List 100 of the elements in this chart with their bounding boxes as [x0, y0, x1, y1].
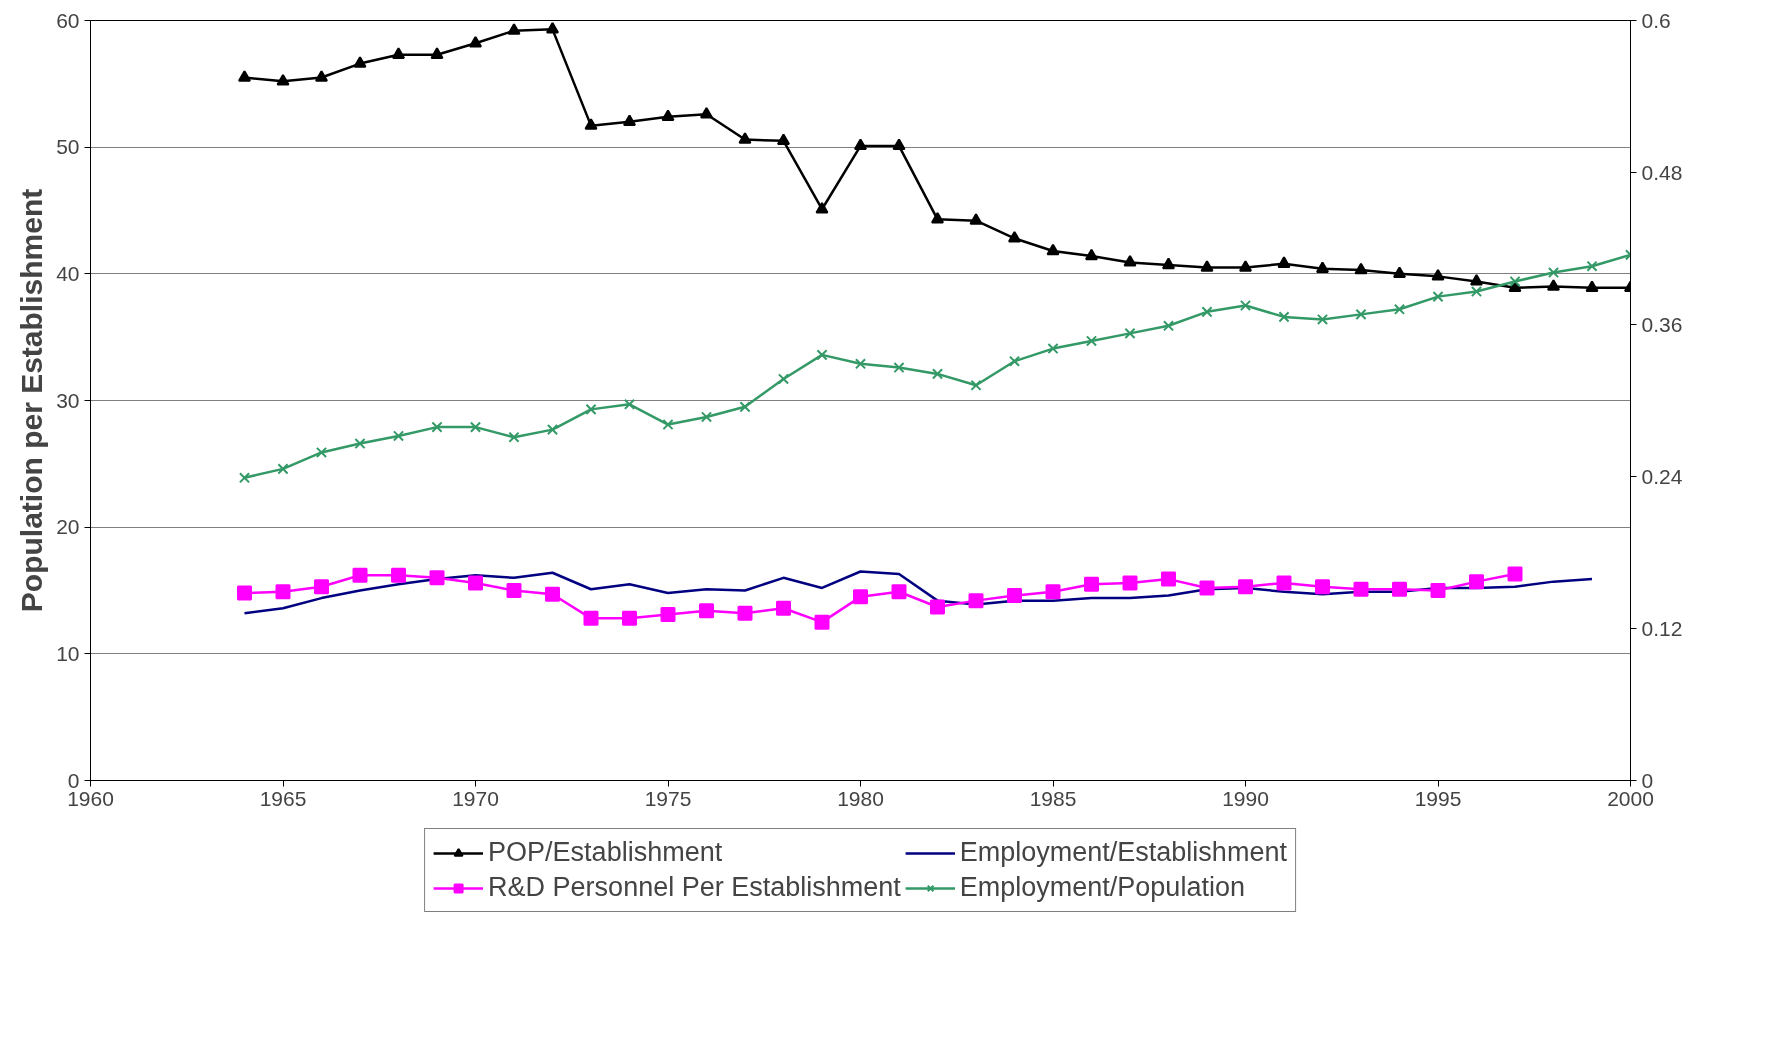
point	[469, 421, 482, 433]
point	[853, 589, 868, 605]
point	[1238, 579, 1253, 595]
point	[931, 212, 944, 224]
point	[854, 358, 867, 370]
point	[777, 133, 790, 146]
point	[1315, 579, 1330, 595]
point	[1316, 313, 1329, 326]
point	[700, 106, 713, 119]
point	[1278, 311, 1290, 323]
point	[1124, 327, 1136, 339]
point	[1509, 275, 1521, 288]
point	[584, 118, 598, 130]
point	[315, 70, 328, 82]
x-tick-label: 1970	[452, 786, 499, 810]
point	[237, 585, 252, 601]
legend-label: Employment/Establishment	[959, 837, 1287, 868]
point	[1047, 342, 1059, 355]
point	[1239, 260, 1252, 272]
point	[1470, 274, 1483, 286]
point	[1162, 320, 1175, 332]
point	[1085, 248, 1098, 261]
x-tick-label: 1995	[1414, 786, 1462, 810]
y2-tick-label: 0.24	[1641, 464, 1683, 488]
point	[392, 430, 405, 442]
point	[814, 614, 830, 630]
y-tick-label: 20	[56, 515, 80, 539]
point	[893, 361, 905, 374]
point	[352, 567, 368, 583]
point	[891, 584, 907, 600]
point	[1353, 581, 1369, 597]
y-axis-title: Population per Establishment	[15, 188, 49, 613]
point	[660, 607, 676, 623]
point	[238, 472, 251, 484]
x-tick-label: 1975	[644, 786, 692, 810]
point	[429, 570, 445, 586]
point	[468, 575, 483, 591]
point	[1469, 574, 1484, 590]
point	[1161, 571, 1176, 587]
point	[623, 114, 636, 127]
x-tick-label: 1985	[1029, 786, 1077, 810]
x-tick-label: 1965	[259, 786, 307, 810]
x-tick-label: 1980	[837, 786, 884, 810]
point	[469, 35, 482, 48]
point	[1431, 269, 1445, 281]
y2-tick-label: 0.6	[1641, 8, 1671, 32]
point	[1392, 581, 1407, 597]
y2-tick-label: 0.12	[1641, 616, 1683, 640]
point	[353, 56, 367, 68]
legend-label: POP/Establishment	[488, 837, 723, 868]
point	[700, 411, 713, 423]
point	[1277, 256, 1291, 268]
point	[931, 368, 944, 380]
y2-tick-label: 0.36	[1641, 312, 1683, 336]
point	[737, 605, 753, 621]
point	[275, 584, 291, 600]
point	[854, 138, 867, 151]
point	[1200, 260, 1214, 272]
point	[354, 437, 366, 450]
point	[738, 132, 752, 144]
point	[1239, 299, 1252, 312]
point	[662, 418, 674, 431]
point	[1276, 575, 1292, 591]
point	[1585, 280, 1599, 292]
y-tick-label: 10	[56, 641, 80, 665]
y-tick-label: 0	[67, 768, 80, 792]
point	[968, 593, 984, 609]
y2-tick-label: 0	[1641, 768, 1654, 792]
point	[623, 398, 636, 410]
point	[583, 610, 599, 626]
point	[1008, 355, 1021, 367]
point	[1355, 308, 1367, 320]
point	[969, 213, 983, 225]
point	[1162, 257, 1175, 270]
y-tick-label: 60	[56, 8, 80, 32]
point	[622, 610, 637, 626]
point	[506, 583, 522, 598]
point	[892, 138, 906, 151]
point	[661, 109, 675, 121]
point	[1316, 261, 1329, 273]
point	[1393, 303, 1406, 315]
point	[930, 599, 945, 615]
point	[430, 47, 444, 59]
y-tick-label: 40	[56, 261, 80, 285]
point	[238, 70, 251, 82]
legend-label: Employment/Population	[959, 872, 1245, 903]
point	[546, 424, 559, 436]
point	[546, 22, 559, 34]
point	[1430, 583, 1446, 598]
point	[1432, 291, 1444, 303]
point	[315, 446, 328, 459]
point	[1201, 306, 1213, 318]
point	[970, 379, 982, 391]
point	[1007, 588, 1022, 604]
point	[1354, 262, 1368, 275]
point	[1547, 279, 1560, 291]
point	[1046, 243, 1060, 256]
point	[392, 47, 405, 59]
point	[699, 603, 714, 619]
y-tick-label: 30	[56, 388, 80, 412]
